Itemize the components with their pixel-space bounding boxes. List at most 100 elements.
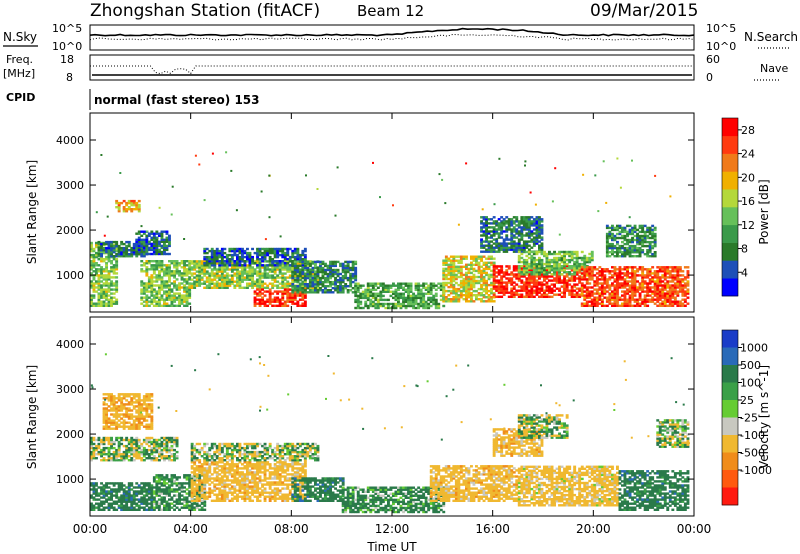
power-cell	[563, 275, 566, 278]
power-cell	[127, 206, 131, 209]
power-cell	[102, 300, 106, 303]
power-cell	[205, 270, 209, 273]
nave-label: Nave	[760, 62, 788, 75]
power-cell	[583, 258, 587, 262]
power-cell	[314, 270, 317, 274]
power-cell	[150, 292, 154, 295]
velocity-cell	[117, 506, 121, 509]
power-cell	[168, 304, 171, 307]
power-cell	[170, 296, 174, 299]
power-cell	[482, 244, 486, 247]
power-cell	[573, 293, 577, 296]
power-cell	[515, 267, 519, 270]
power-cell	[540, 236, 544, 239]
power-cell	[283, 276, 287, 279]
power-cell	[611, 228, 614, 232]
power-cell	[145, 274, 149, 277]
power-cell	[500, 228, 504, 231]
power-cell	[502, 289, 506, 292]
power-cell	[668, 302, 672, 305]
power-cell	[150, 268, 154, 271]
power-cell	[633, 294, 637, 297]
velocity-cell	[142, 490, 146, 493]
power-cell	[298, 292, 302, 295]
power-cell	[276, 304, 280, 307]
power-cell	[223, 268, 227, 271]
power-cell	[273, 268, 277, 271]
power-cell	[522, 295, 526, 298]
power-cell	[616, 268, 619, 271]
power-cell	[648, 280, 652, 283]
power-cell	[442, 287, 446, 291]
power-cell	[643, 282, 647, 285]
power-cell	[155, 302, 159, 305]
power-cell	[638, 296, 642, 299]
power-cell	[613, 296, 617, 299]
power-cell	[293, 258, 297, 261]
power-cell	[163, 244, 166, 248]
power-cell	[135, 203, 139, 207]
power-cell	[570, 252, 574, 256]
power-cell	[100, 266, 103, 269]
power-cell	[286, 266, 290, 269]
power-cell	[654, 174, 657, 177]
power-cell	[646, 298, 650, 301]
power-cell	[646, 288, 650, 291]
power-cell	[346, 285, 350, 288]
power-cell	[236, 258, 239, 261]
power-cell	[603, 304, 607, 307]
power-cell	[538, 248, 541, 251]
power-cell	[145, 270, 149, 273]
power-cell	[658, 302, 662, 305]
power-cell	[527, 234, 531, 237]
power-cell	[238, 272, 242, 275]
power-cell	[507, 222, 511, 225]
power-cell	[490, 255, 493, 258]
power-cell	[308, 289, 312, 292]
power-cell	[582, 173, 585, 176]
power-cell	[570, 265, 574, 268]
power-cell	[203, 247, 207, 251]
power-cell	[354, 274, 358, 278]
power-cell	[686, 296, 690, 299]
power-cell	[535, 250, 539, 254]
power-cell	[583, 294, 587, 297]
power-cell	[472, 257, 476, 260]
power-cell	[626, 300, 629, 303]
power-cell	[238, 286, 242, 289]
power-cell	[535, 230, 539, 233]
power-cell	[653, 244, 657, 248]
power-cell	[142, 242, 146, 246]
power-cell	[293, 298, 297, 301]
power-cell	[573, 262, 577, 266]
power-cell	[301, 294, 305, 297]
power-cell	[500, 289, 504, 292]
power-cell	[158, 240, 161, 243]
power-cell	[502, 293, 506, 296]
power-cell	[263, 290, 267, 293]
power-cell	[407, 304, 410, 308]
power-cell	[291, 280, 295, 283]
power-cell	[203, 258, 207, 261]
power-cell	[366, 298, 370, 302]
power-cell	[105, 240, 108, 244]
power-cell	[472, 283, 476, 287]
power-cell	[281, 302, 285, 305]
power-cell	[412, 296, 415, 300]
power-cell	[150, 276, 154, 279]
power-cell	[641, 278, 645, 281]
power-cell	[636, 274, 639, 277]
power-cell	[545, 252, 549, 256]
power-cell	[512, 295, 516, 298]
power-cell	[585, 256, 589, 260]
power-cell	[605, 296, 609, 299]
velocity-cell	[125, 504, 129, 507]
velocity-cell	[137, 508, 141, 511]
power-cell	[258, 288, 262, 291]
power-cell	[482, 289, 486, 293]
power-cell	[671, 280, 675, 283]
power-cell	[95, 286, 98, 289]
power-cell	[487, 255, 491, 258]
power-cell	[215, 274, 219, 277]
power-cell	[613, 246, 617, 250]
